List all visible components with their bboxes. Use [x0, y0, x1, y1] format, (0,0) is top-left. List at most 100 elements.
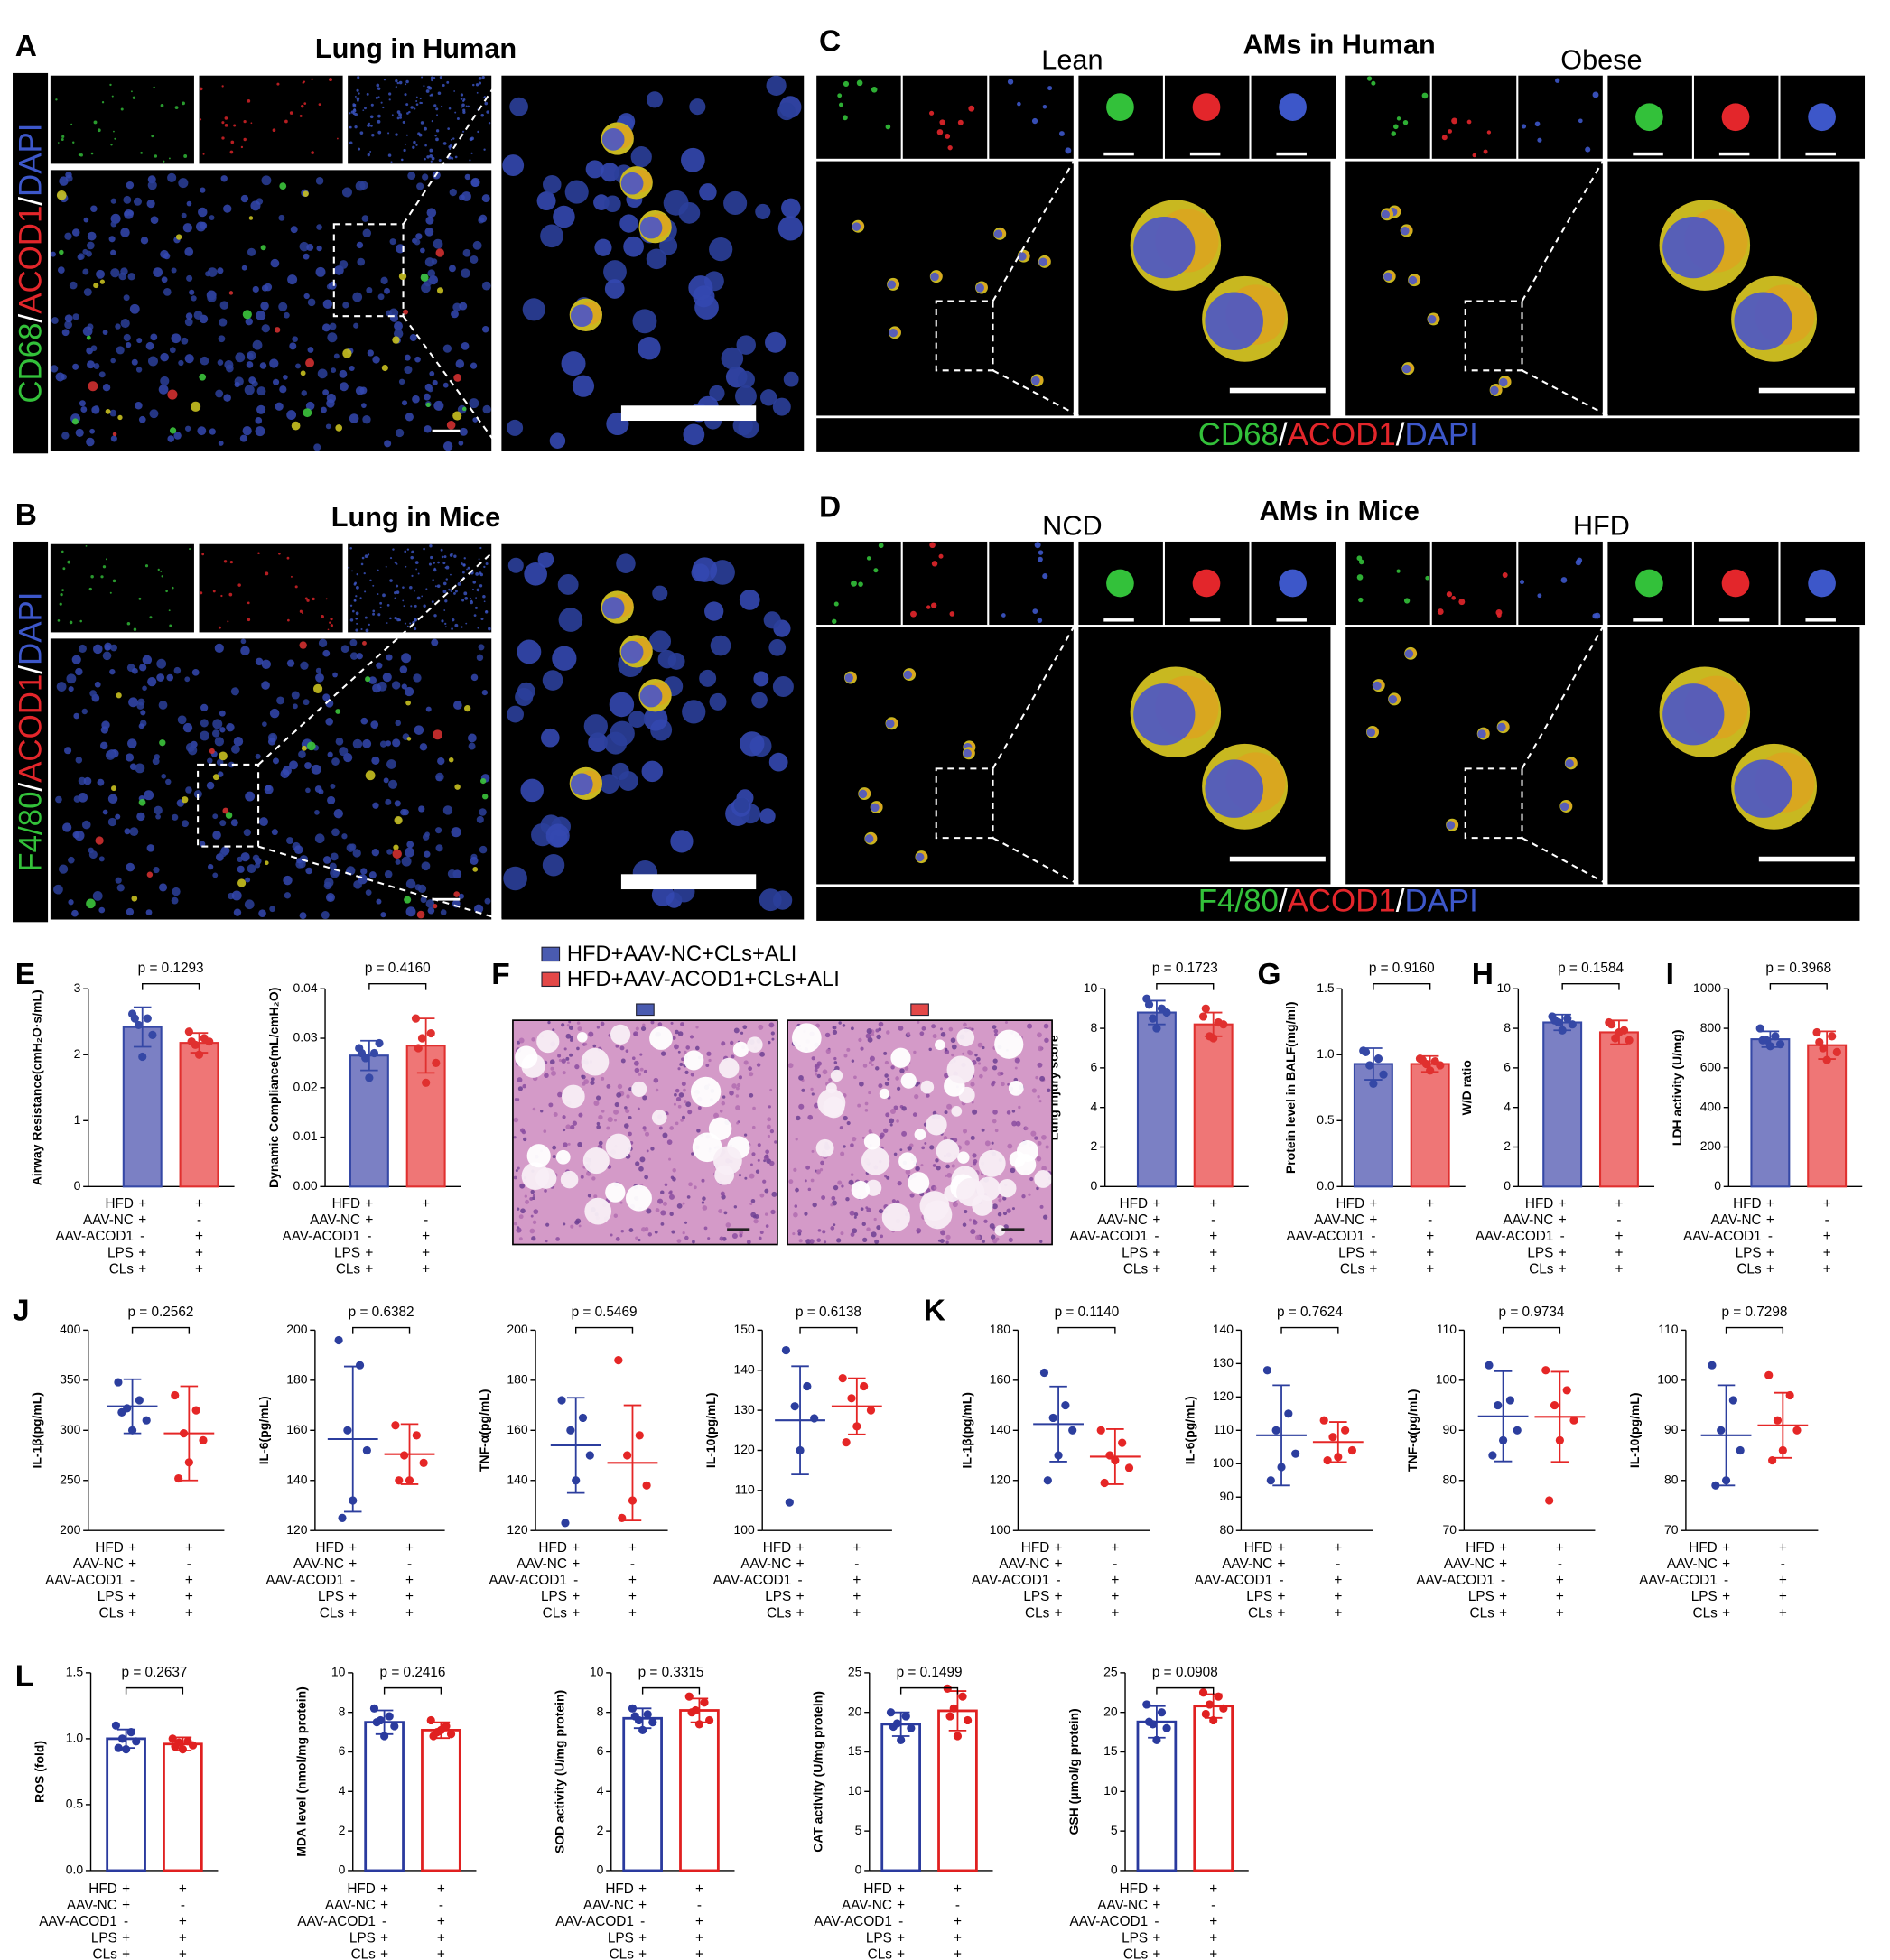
- cell: [677, 1031, 684, 1036]
- cell: [247, 247, 256, 256]
- data-point: [842, 1438, 851, 1447]
- cell: [275, 402, 284, 411]
- stain-label-part: /: [1396, 417, 1405, 452]
- cell: [544, 1073, 549, 1079]
- cell: [404, 143, 406, 145]
- y-tick-label: 0: [855, 1862, 862, 1877]
- cell: [823, 1096, 845, 1119]
- cell: [360, 717, 368, 725]
- cell: [453, 891, 460, 897]
- cell: [449, 147, 452, 150]
- cell: [447, 127, 450, 130]
- condition-mark: -: [1560, 1229, 1565, 1244]
- cell: [710, 635, 731, 656]
- cell: [389, 238, 396, 246]
- cell: [329, 78, 332, 82]
- condition-mark: +: [1055, 1556, 1063, 1572]
- cell: [628, 711, 646, 729]
- cell: [425, 706, 432, 712]
- cell: [376, 83, 380, 88]
- cell: [355, 628, 358, 632]
- cell: [771, 1037, 775, 1041]
- cell: [816, 1073, 822, 1079]
- cell: [620, 1230, 624, 1233]
- y-tick-label: 4: [1091, 1099, 1098, 1113]
- cell: [93, 283, 99, 289]
- cell: [596, 1121, 601, 1126]
- cell: [1366, 76, 1373, 81]
- cell: [382, 106, 385, 109]
- y-tick-label: 350: [60, 1372, 81, 1387]
- cell: [651, 1110, 667, 1126]
- micrograph: [816, 627, 1074, 885]
- cell: [545, 1222, 550, 1227]
- cell: [481, 194, 490, 203]
- condition-label: HFD: [88, 1881, 117, 1897]
- cell: [174, 106, 179, 109]
- cell: [681, 147, 705, 172]
- cell: [873, 1217, 877, 1222]
- cell: [595, 1095, 601, 1101]
- cell: [992, 1203, 998, 1210]
- cell: [949, 611, 955, 617]
- cell: [824, 1032, 831, 1038]
- cell: [325, 718, 333, 726]
- cell: [853, 1075, 857, 1080]
- cell: [303, 190, 309, 197]
- cell: [79, 619, 82, 623]
- y-tick-label: 10: [1496, 980, 1511, 995]
- cell: [564, 180, 589, 204]
- cell: [59, 602, 62, 606]
- cell: [327, 795, 336, 804]
- cell: [444, 626, 447, 628]
- data-point: [174, 1473, 183, 1483]
- cell: [57, 619, 61, 622]
- stain-label-part: F4/80: [14, 792, 49, 872]
- cell: [427, 386, 433, 393]
- cell: [450, 138, 452, 141]
- cell: [352, 738, 363, 749]
- cell: [77, 254, 83, 261]
- cell: [412, 145, 415, 149]
- cell: [391, 114, 394, 116]
- cell: [414, 627, 417, 631]
- cell: [657, 1198, 664, 1204]
- cell: [660, 1190, 665, 1194]
- cell: [989, 1222, 995, 1229]
- cell: [330, 618, 333, 621]
- cell: [706, 1051, 712, 1056]
- data-point: [578, 1413, 588, 1423]
- cell: [470, 856, 479, 865]
- cell: [768, 1160, 775, 1166]
- cell: [435, 248, 444, 257]
- cell: [410, 605, 413, 608]
- cell: [598, 1114, 603, 1120]
- cell: [395, 86, 397, 88]
- condition-label: AAV-ACOD1: [265, 1573, 344, 1588]
- micrograph: [902, 541, 988, 626]
- cell: [356, 617, 358, 620]
- cell-nucleus: [975, 283, 984, 293]
- cell: [709, 385, 725, 402]
- condition-mark: +: [422, 1261, 430, 1277]
- cell: [191, 401, 201, 412]
- cell: [740, 731, 765, 757]
- cell: [107, 794, 118, 804]
- cell: [433, 729, 443, 740]
- cell: [87, 360, 95, 369]
- cell: [228, 761, 235, 768]
- cell: [1585, 146, 1591, 153]
- cell: [519, 1128, 526, 1133]
- cell: [383, 777, 389, 784]
- cell: [159, 739, 166, 747]
- cell: [738, 417, 759, 439]
- condition-mark: +: [1559, 1196, 1567, 1212]
- condition-mark: +: [1615, 1261, 1623, 1277]
- condition-label: AAV-ACOD1: [297, 1914, 376, 1929]
- condition-label: AAV-NC: [83, 1212, 134, 1228]
- cell: [455, 359, 465, 368]
- cell: [880, 1132, 885, 1138]
- cell: [404, 93, 407, 97]
- cell: [537, 552, 554, 568]
- cell: [604, 279, 625, 299]
